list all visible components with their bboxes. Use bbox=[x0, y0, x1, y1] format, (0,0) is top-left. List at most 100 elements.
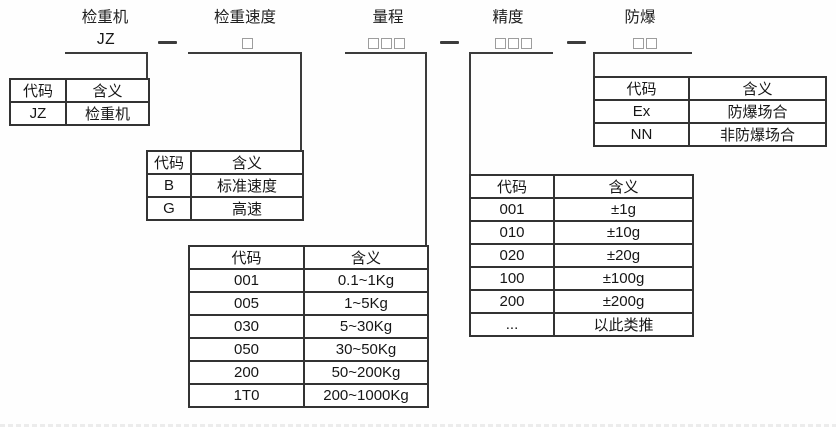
table-cell: 高速 bbox=[190, 196, 304, 221]
table-header-row: 代码 含义 bbox=[469, 174, 694, 199]
table-header-row: 代码 含义 bbox=[146, 150, 304, 175]
table-row: B 标准速度 bbox=[146, 173, 304, 198]
placeholder-box bbox=[633, 38, 644, 49]
table-header-cell: 含义 bbox=[303, 245, 429, 270]
placeholder-box bbox=[368, 38, 379, 49]
separator-dash-3 bbox=[567, 41, 586, 44]
segment-label-range: 量程 bbox=[372, 9, 404, 26]
table-row: 005 1~5Kg bbox=[188, 291, 429, 316]
segment-label-explosionproof: 防爆 bbox=[624, 9, 656, 26]
table-header-cell: 含义 bbox=[553, 174, 694, 199]
table-cell: 001 bbox=[188, 268, 305, 293]
connector-speed bbox=[300, 52, 302, 151]
table-row: G 高速 bbox=[146, 196, 304, 221]
placeholder-boxes-range bbox=[368, 38, 405, 49]
table-header-cell: 代码 bbox=[469, 174, 555, 199]
table-cell: ±200g bbox=[553, 289, 694, 314]
table-header-cell: 含义 bbox=[688, 76, 827, 101]
table-header-cell: 代码 bbox=[9, 78, 67, 103]
table-row: 010 ±10g bbox=[469, 220, 694, 245]
segment-label-checkweigher: 检重机 bbox=[81, 9, 129, 26]
placeholder-box bbox=[508, 38, 519, 49]
placeholder-boxes-speed bbox=[242, 38, 253, 49]
table-cell: ±1g bbox=[553, 197, 694, 222]
table-cell: ±10g bbox=[553, 220, 694, 245]
connector-range bbox=[425, 52, 427, 246]
table-row: 1T0 200~1000Kg bbox=[188, 383, 429, 408]
table-checkweigher: 代码 含义 JZ 检重机 bbox=[9, 78, 150, 126]
table-cell: 5~30Kg bbox=[303, 314, 429, 339]
segment-label-speed: 检重速度 bbox=[213, 9, 277, 26]
table-cell: 检重机 bbox=[65, 101, 150, 126]
table-row: 200 ±200g bbox=[469, 289, 694, 314]
table-cell: 200 bbox=[469, 289, 555, 314]
model-prefix-code: JZ bbox=[96, 31, 116, 48]
underline-explosionproof bbox=[593, 52, 692, 54]
connector-explosionproof bbox=[593, 52, 595, 77]
connector-precision bbox=[469, 52, 471, 175]
underline-range bbox=[345, 52, 427, 54]
table-header-row: 代码 含义 bbox=[593, 76, 827, 101]
separator-dash-1 bbox=[158, 41, 177, 44]
underline-speed bbox=[188, 52, 302, 54]
table-header-row: 代码 含义 bbox=[188, 245, 429, 270]
table-cell: 200~1000Kg bbox=[303, 383, 429, 408]
table-row: JZ 检重机 bbox=[9, 101, 150, 126]
placeholder-boxes-explosionproof bbox=[633, 38, 657, 49]
table-header-cell: 含义 bbox=[65, 78, 150, 103]
table-cell: 100 bbox=[469, 266, 555, 291]
underline-checkweigher bbox=[65, 52, 148, 54]
table-range: 代码 含义 001 0.1~1Kg 005 1~5Kg 030 5~30Kg 0… bbox=[188, 245, 429, 408]
placeholder-box bbox=[495, 38, 506, 49]
table-cell: 1T0 bbox=[188, 383, 305, 408]
table-cell: Ex bbox=[593, 99, 690, 124]
table-explosionproof: 代码 含义 Ex 防爆场合 NN 非防爆场合 bbox=[593, 76, 827, 147]
table-row: 001 ±1g bbox=[469, 197, 694, 222]
table-row: 030 5~30Kg bbox=[188, 314, 429, 339]
bottom-edge-dotted-line bbox=[0, 424, 836, 427]
placeholder-box bbox=[521, 38, 532, 49]
table-cell: 020 bbox=[469, 243, 555, 268]
table-cell: ... bbox=[469, 312, 555, 337]
placeholder-box bbox=[381, 38, 392, 49]
table-row: NN 非防爆场合 bbox=[593, 122, 827, 147]
table-row: 020 ±20g bbox=[469, 243, 694, 268]
table-cell: 001 bbox=[469, 197, 555, 222]
table-cell: 以此类推 bbox=[553, 312, 694, 337]
table-cell: NN bbox=[593, 122, 690, 147]
table-cell: 200 bbox=[188, 360, 305, 385]
table-cell: 30~50Kg bbox=[303, 337, 429, 362]
table-cell: 0.1~1Kg bbox=[303, 268, 429, 293]
segment-label-precision: 精度 bbox=[492, 9, 524, 26]
table-header-cell: 代码 bbox=[188, 245, 305, 270]
table-cell: 非防爆场合 bbox=[688, 122, 827, 147]
placeholder-box bbox=[646, 38, 657, 49]
table-row: 100 ±100g bbox=[469, 266, 694, 291]
underline-precision bbox=[469, 52, 553, 54]
separator-dash-2 bbox=[440, 41, 459, 44]
table-cell: 010 bbox=[469, 220, 555, 245]
table-row: Ex 防爆场合 bbox=[593, 99, 827, 124]
placeholder-boxes-precision bbox=[495, 38, 532, 49]
table-precision: 代码 含义 001 ±1g 010 ±10g 020 ±20g 100 ±100… bbox=[469, 174, 694, 337]
table-cell: ±20g bbox=[553, 243, 694, 268]
table-cell: G bbox=[146, 196, 192, 221]
table-header-cell: 含义 bbox=[190, 150, 304, 175]
table-cell: 030 bbox=[188, 314, 305, 339]
table-row: 001 0.1~1Kg bbox=[188, 268, 429, 293]
table-cell: 050 bbox=[188, 337, 305, 362]
table-row: ... 以此类推 bbox=[469, 312, 694, 337]
table-cell: 防爆场合 bbox=[688, 99, 827, 124]
table-header-cell: 代码 bbox=[593, 76, 690, 101]
placeholder-box bbox=[394, 38, 405, 49]
table-speed: 代码 含义 B 标准速度 G 高速 bbox=[146, 150, 304, 221]
table-cell: 005 bbox=[188, 291, 305, 316]
table-header-row: 代码 含义 bbox=[9, 78, 150, 103]
connector-checkweigher bbox=[146, 52, 148, 79]
table-row: 200 50~200Kg bbox=[188, 360, 429, 385]
table-cell: B bbox=[146, 173, 192, 198]
table-cell: 1~5Kg bbox=[303, 291, 429, 316]
table-row: 050 30~50Kg bbox=[188, 337, 429, 362]
placeholder-box bbox=[242, 38, 253, 49]
